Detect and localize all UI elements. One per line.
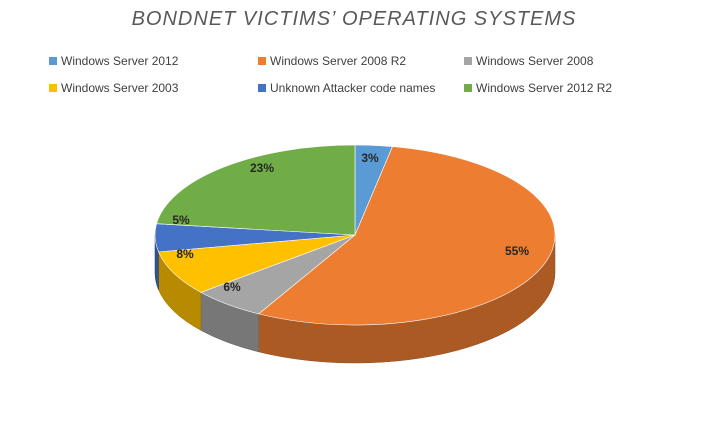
legend-swatch — [464, 84, 472, 92]
legend-label: Windows Server 2012 — [61, 54, 179, 68]
pie-top — [154, 144, 556, 326]
legend-item-windows-server-2012: Windows Server 2012 — [49, 54, 178, 68]
legend-label: Windows Server 2008 R2 — [270, 54, 407, 68]
legend-swatch — [49, 84, 57, 92]
legend-swatch — [49, 57, 57, 65]
legend-swatch — [258, 57, 266, 65]
data-label: 3% — [361, 151, 379, 165]
legend-label: Windows Server 2012 R2 — [476, 81, 613, 95]
data-label: 5% — [172, 213, 190, 227]
legend-item-windows-server-2012-r2: Windows Server 2012 R2 — [464, 81, 612, 95]
legend-item-windows-server-2003: Windows Server 2003 — [49, 81, 178, 95]
chart-title: BONDNET VICTIMS’ OPERATING SYSTEMS — [131, 8, 577, 30]
legend-label: Windows Server 2003 — [61, 81, 179, 95]
legend-label: Windows Server 2008 — [476, 54, 594, 68]
legend-item-unknown-attacker-code-names: Unknown Attacker code names — [258, 81, 435, 95]
pie-sides — [154, 234, 556, 364]
pie-labels: 3% 55% 6% 8% 5% 23% — [172, 151, 529, 294]
pie-slice — [158, 234, 356, 293]
data-label: 8% — [176, 247, 194, 261]
pie-slice — [156, 144, 356, 236]
legend-swatch — [464, 57, 472, 65]
legend-label: Unknown Attacker code names — [270, 81, 436, 95]
data-label: 6% — [223, 280, 241, 294]
data-label: 55% — [505, 244, 529, 258]
legend-item-windows-server-2008: Windows Server 2008 — [464, 54, 593, 68]
data-label: 23% — [250, 161, 274, 175]
legend-item-windows-server-2008-r2: Windows Server 2008 R2 — [258, 54, 406, 68]
pie-slice — [257, 146, 556, 326]
legend-swatch — [258, 84, 266, 92]
